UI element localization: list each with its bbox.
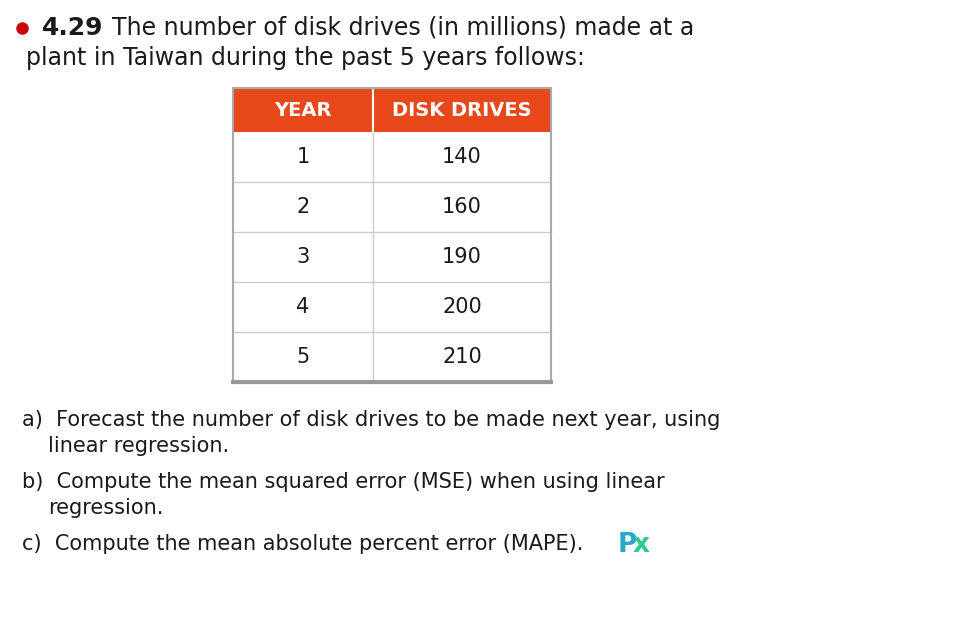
Text: x: x (633, 532, 649, 558)
Text: c)  Compute the mean absolute percent error (MAPE).: c) Compute the mean absolute percent err… (22, 534, 589, 554)
Text: 4.29: 4.29 (42, 16, 103, 40)
Text: 5: 5 (296, 347, 310, 367)
Bar (233, 232, 551, 282)
Bar (233, 88, 551, 382)
Text: 160: 160 (441, 197, 481, 217)
Text: regression.: regression. (48, 498, 163, 518)
Bar (233, 332, 551, 382)
Text: 1: 1 (296, 147, 310, 167)
Text: YEAR: YEAR (274, 100, 332, 119)
Bar (233, 132, 551, 182)
Text: 190: 190 (441, 247, 481, 267)
Text: 210: 210 (441, 347, 481, 367)
Text: b)  Compute the mean squared error (MSE) when using linear: b) Compute the mean squared error (MSE) … (22, 472, 664, 492)
Text: 4: 4 (296, 297, 310, 317)
Text: P: P (618, 532, 637, 558)
Text: plant in Taiwan during the past 5 years follows:: plant in Taiwan during the past 5 years … (26, 46, 584, 70)
Bar (233, 182, 551, 232)
Text: 200: 200 (441, 297, 481, 317)
Text: a)  Forecast the number of disk drives to be made next year, using: a) Forecast the number of disk drives to… (22, 410, 720, 430)
Bar (233, 282, 551, 332)
Bar (233, 88, 551, 132)
Text: 3: 3 (296, 247, 310, 267)
Text: The number of disk drives (in millions) made at a: The number of disk drives (in millions) … (112, 16, 694, 40)
Text: linear regression.: linear regression. (48, 436, 229, 456)
Text: 140: 140 (441, 147, 481, 167)
Text: DISK DRIVES: DISK DRIVES (392, 100, 531, 119)
Text: 2: 2 (296, 197, 310, 217)
